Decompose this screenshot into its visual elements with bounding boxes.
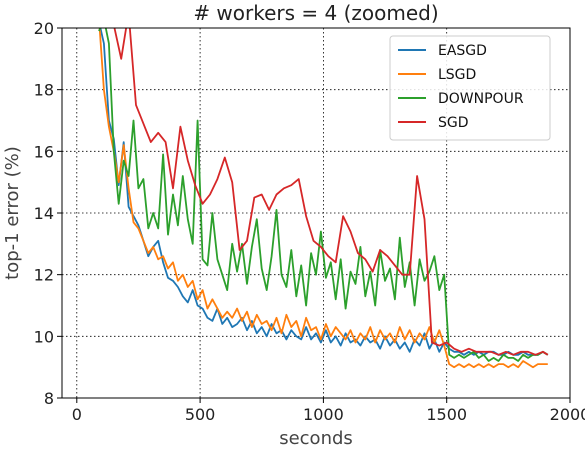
series-line-easgd bbox=[99, 28, 549, 356]
series-line-downpour bbox=[98, 28, 549, 362]
legend: EASGD LSGD DOWNPOUR SGD bbox=[389, 35, 551, 141]
x-axis-label: seconds bbox=[279, 428, 353, 449]
legend-label-downpour: DOWNPOUR bbox=[438, 91, 524, 107]
legend-box bbox=[389, 35, 551, 141]
series-line-lsgd bbox=[98, 28, 548, 369]
series-lines bbox=[98, 28, 549, 369]
chart-title: # workers = 4 (zoomed) bbox=[193, 1, 438, 25]
x-tick-label: 1000 bbox=[303, 405, 344, 424]
x-tick-label: 1500 bbox=[426, 405, 467, 424]
y-axis-label: top-1 error (%) bbox=[2, 146, 23, 280]
series-line-sgd bbox=[113, 28, 549, 356]
legend-label-lsgd: LSGD bbox=[438, 67, 476, 83]
y-tick-label: 16 bbox=[34, 142, 54, 161]
x-axis-ticks: 0 500 1000 1500 2000 bbox=[72, 398, 585, 424]
y-tick-label: 18 bbox=[34, 81, 54, 100]
legend-label-easgd: EASGD bbox=[438, 43, 487, 59]
x-tick-label: 0 bbox=[72, 405, 82, 424]
x-tick-label: 500 bbox=[185, 405, 216, 424]
y-tick-label: 8 bbox=[44, 389, 54, 408]
legend-label-sgd: SGD bbox=[438, 115, 469, 131]
y-tick-label: 20 bbox=[34, 19, 54, 38]
y-axis-ticks: 8 10 12 14 16 18 20 bbox=[34, 19, 62, 408]
y-tick-label: 10 bbox=[34, 327, 54, 346]
y-tick-label: 12 bbox=[34, 266, 54, 285]
y-tick-label: 14 bbox=[34, 204, 54, 223]
x-tick-label: 2000 bbox=[550, 405, 585, 424]
